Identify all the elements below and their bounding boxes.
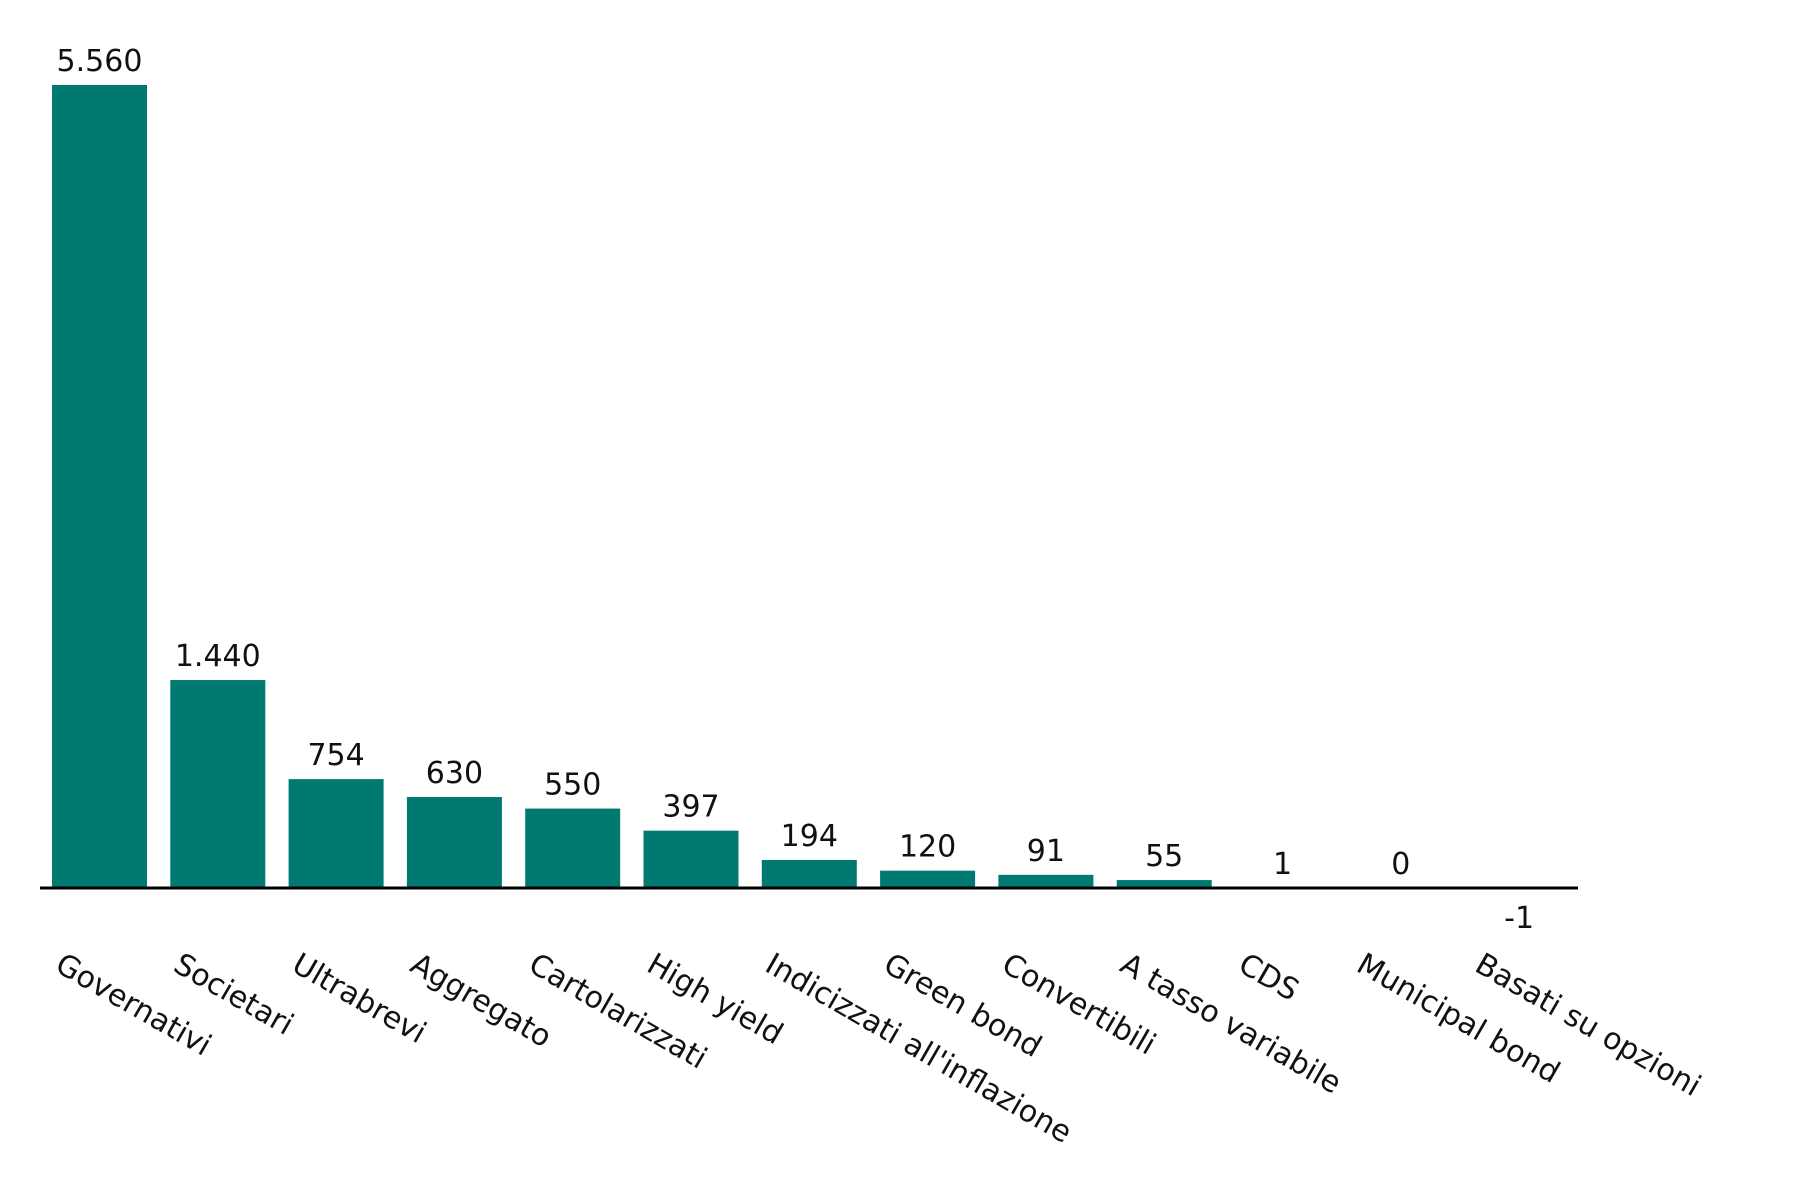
value-label: 754: [307, 738, 364, 773]
bar: [406, 797, 502, 888]
value-label: 91: [1027, 834, 1065, 869]
x-tick-label: CDS: [1233, 947, 1305, 1009]
bar: [880, 870, 976, 888]
value-label: 550: [544, 768, 601, 803]
value-label: 397: [662, 790, 719, 825]
value-label: 630: [426, 756, 483, 791]
value-label: 55: [1145, 839, 1183, 874]
value-label: 0: [1391, 847, 1410, 882]
bar: [643, 830, 739, 888]
bar: [52, 85, 147, 888]
value-label: 194: [781, 819, 838, 854]
value-label: 1.440: [175, 639, 261, 674]
bar: [998, 874, 1094, 888]
x-tick-label: Ultrabrevi: [286, 947, 432, 1051]
bar: [1116, 880, 1212, 888]
x-tick-label: Municipal bond: [1351, 947, 1566, 1091]
bar: [525, 808, 621, 888]
bar: [170, 680, 266, 888]
bar: [761, 859, 857, 888]
value-label: 1: [1273, 847, 1292, 882]
value-label: 120: [899, 830, 956, 865]
value-label: -1: [1504, 901, 1534, 936]
value-label: 5.560: [57, 44, 143, 79]
bar: [288, 779, 384, 888]
